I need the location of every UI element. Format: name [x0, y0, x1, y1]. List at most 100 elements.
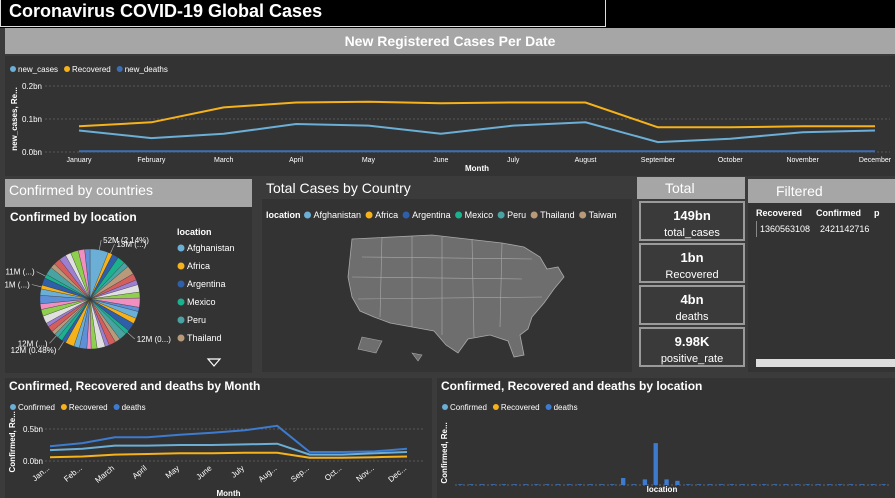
leader-line [127, 332, 135, 340]
pie-label: 52M (2.14%) [103, 236, 149, 245]
x-axis-title: location [647, 485, 678, 494]
bar [512, 484, 517, 485]
bar [555, 484, 561, 485]
kpi-card: 9.98K positive_rate [639, 327, 745, 367]
kpi-label: positive_rate [660, 353, 724, 365]
pie-label: 12M (0...) [137, 335, 172, 344]
legend-label: Thailand [540, 210, 575, 220]
legend-swatch [365, 211, 373, 219]
bar [881, 484, 886, 485]
pie-label: 11M (...) [5, 280, 30, 289]
legend-swatch [497, 211, 505, 219]
bar [783, 484, 789, 485]
table-row: 1360563108 2421142716 [756, 221, 895, 237]
leader-line [110, 244, 115, 254]
location-chart: Confirmed Recovered deaths location Confirme… [440, 403, 889, 494]
legend-swatch [113, 404, 120, 410]
y-tick-label: 0.5bn [23, 425, 43, 434]
bar [577, 484, 582, 485]
bar [848, 484, 854, 485]
column-header: Recovered [756, 208, 803, 218]
legend-swatch [442, 404, 448, 410]
x-tick-label: July [507, 157, 520, 164]
pie-label: 11M (...) [5, 268, 35, 277]
x-tick-label: Feb... [62, 464, 83, 484]
legend-swatch [177, 298, 185, 306]
y-tick-label: 0.0bn [23, 457, 43, 466]
legend-label: Mexico [465, 210, 494, 220]
column-header: Confirmed [816, 208, 861, 218]
map: location Afghanistan Africa Argentina Mexico… [266, 210, 617, 362]
bar [469, 484, 474, 485]
legend-label: Taiwan [589, 210, 617, 220]
legend-swatch [116, 66, 123, 72]
x-tick-label: March [93, 464, 116, 485]
kpi-card: 149bn total_cases [639, 201, 745, 241]
legend-title: location [266, 210, 301, 220]
legend-label: Africa [375, 210, 398, 220]
legend-swatch [177, 262, 185, 270]
bar [772, 484, 778, 485]
pie-chart: 52M (2.14%)13M (...) 12M (0...) 12M (0.48%… [5, 227, 235, 367]
bar [588, 484, 593, 485]
legend-label: new_deaths [125, 65, 168, 74]
x-tick-label: Oct... [323, 464, 343, 483]
bar [621, 478, 626, 485]
page-title: Coronavirus COVID-19 Global Cases [0, 0, 606, 27]
bar [816, 484, 821, 485]
month-title: Confirmed, Recovered and deaths by Month [9, 379, 261, 393]
x-tick-label: May [362, 157, 376, 164]
table-cell: 1360563108 [760, 224, 811, 234]
x-tick-label: Dec... [386, 464, 408, 484]
line-series [78, 100, 875, 129]
legend-swatch [177, 334, 185, 342]
y-axis-title: Confirmed, Re... [440, 422, 449, 483]
map-panel: Total Cases by Country location Afghanist… [262, 177, 632, 372]
y-axis-title: Confirmed, Re... [8, 411, 17, 472]
countries-header: Confirmed by countries [5, 179, 252, 209]
kpi-label: total_cases [664, 227, 720, 239]
legend-swatch [177, 280, 185, 288]
y-tick-label: 0.2bn [22, 82, 42, 91]
scroll-arrow[interactable] [206, 358, 222, 367]
table-cell: 2421142716 [820, 224, 870, 234]
kpi-value: 4bn [680, 292, 704, 307]
x-tick-label: January [67, 157, 92, 164]
legend-swatch [64, 66, 71, 72]
legend-label: Recovered [501, 403, 540, 412]
bar [794, 484, 799, 485]
legend-label: deaths [554, 403, 578, 412]
banner: New Registered Cases Per Date [5, 28, 895, 54]
bar [838, 484, 843, 485]
y-axis-title: new_cases, Re... [10, 87, 19, 151]
legend-swatch [10, 66, 16, 72]
location-panel: Confirmed, Recovered and deaths by locat… [437, 378, 895, 498]
line-series [49, 424, 408, 453]
x-tick-label: Nov... [354, 464, 375, 484]
x-tick-label: April [131, 464, 149, 481]
legend-label: Recovered [72, 65, 111, 74]
alaska-hawaii [357, 336, 423, 362]
us-outline [347, 234, 565, 358]
bar [827, 484, 832, 485]
x-tick-label: July [229, 464, 246, 480]
legend-label: Peru [507, 210, 526, 220]
line-series [49, 451, 408, 459]
bar [501, 484, 506, 485]
pie-label: 12M (0.48%) [11, 346, 57, 355]
legend-label: Africa [187, 261, 210, 271]
bar [805, 484, 810, 485]
legend-label: Confirmed [450, 403, 487, 412]
bar [458, 484, 463, 485]
filtered-table: Recovered Confirmed p 1360563108 2421142716 [756, 205, 895, 237]
legend-swatch [304, 211, 312, 219]
kpi-value: 9.98K [674, 334, 710, 349]
pie-title: Confirmed by location [10, 210, 137, 224]
legend-swatch [60, 404, 67, 410]
legend-label: Argentina [187, 279, 226, 289]
bar [545, 484, 550, 485]
bar [490, 484, 496, 485]
scrollbar[interactable] [756, 359, 895, 367]
leader-line [98, 239, 102, 250]
bar [566, 484, 572, 485]
